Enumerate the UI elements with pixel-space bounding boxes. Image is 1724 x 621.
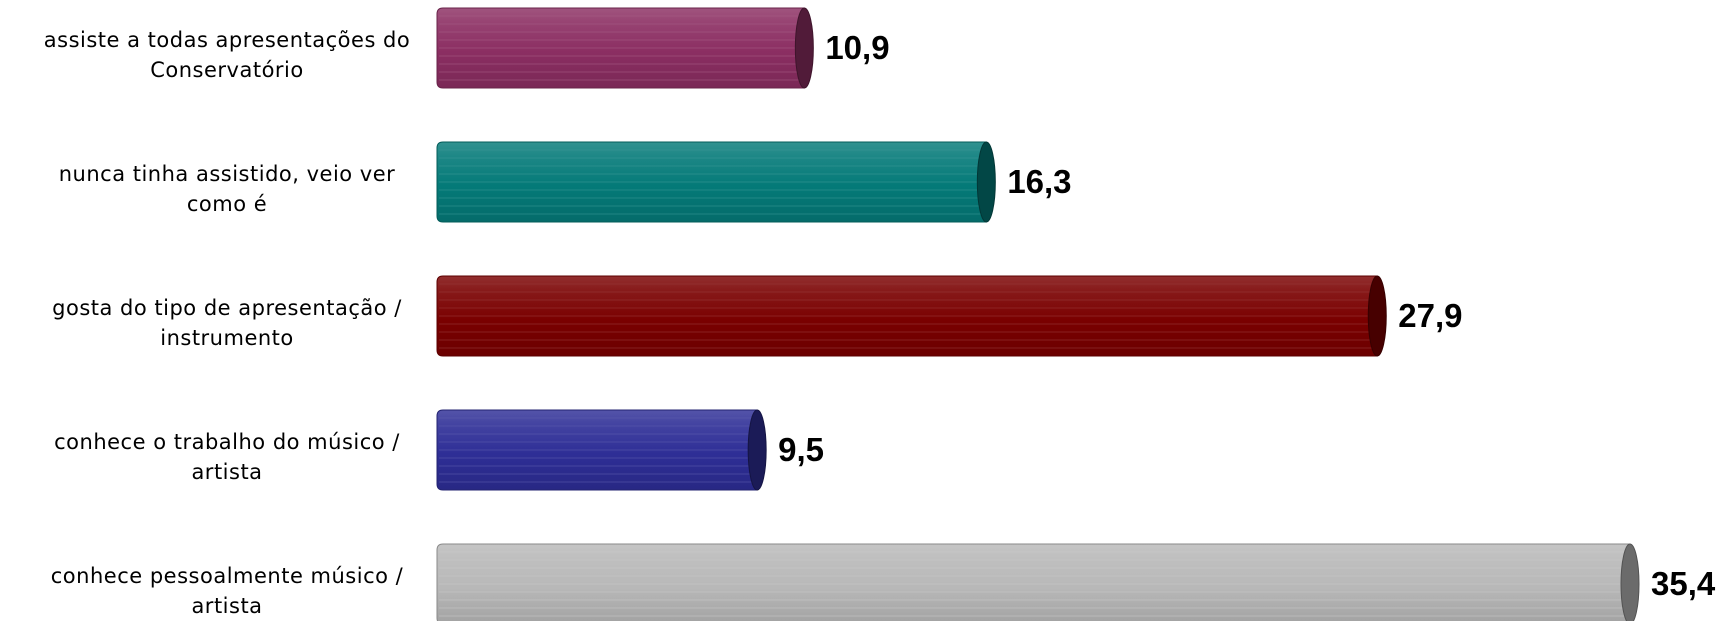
bar-end-cap	[747, 409, 767, 491]
bar-group	[436, 7, 814, 89]
bar-group	[436, 409, 767, 491]
bar-end-cap	[1367, 275, 1387, 357]
bar-group	[436, 543, 1640, 621]
data-label: 9,5	[778, 431, 824, 468]
bar-facets	[439, 149, 987, 215]
category-label: nunca tinha assistido, veio ver como é	[59, 162, 396, 216]
category-label: gosta do tipo de apresentação / instrumen…	[52, 296, 402, 350]
bar-end-cap	[1620, 543, 1640, 621]
category-label: assiste a todas apresentações do Conserva…	[44, 28, 410, 82]
data-label: 16,3	[1007, 163, 1071, 200]
category-label: conhece o trabalho do músico / artista	[54, 430, 400, 484]
bar-end-cap	[976, 141, 996, 223]
bar-facets	[439, 417, 758, 483]
bar-facets	[439, 551, 1630, 617]
bar	[436, 543, 1631, 621]
data-label: 35,4	[1651, 565, 1716, 602]
bar-group	[436, 275, 1387, 357]
bar-facets	[439, 283, 1378, 349]
bar-group	[436, 141, 996, 223]
data-label: 27,9	[1398, 297, 1462, 334]
bar-facets	[439, 15, 805, 81]
bar-end-cap	[794, 7, 814, 89]
category-label: conhece pessoalmente músico / artista	[51, 564, 404, 618]
data-label: 10,9	[825, 29, 889, 66]
